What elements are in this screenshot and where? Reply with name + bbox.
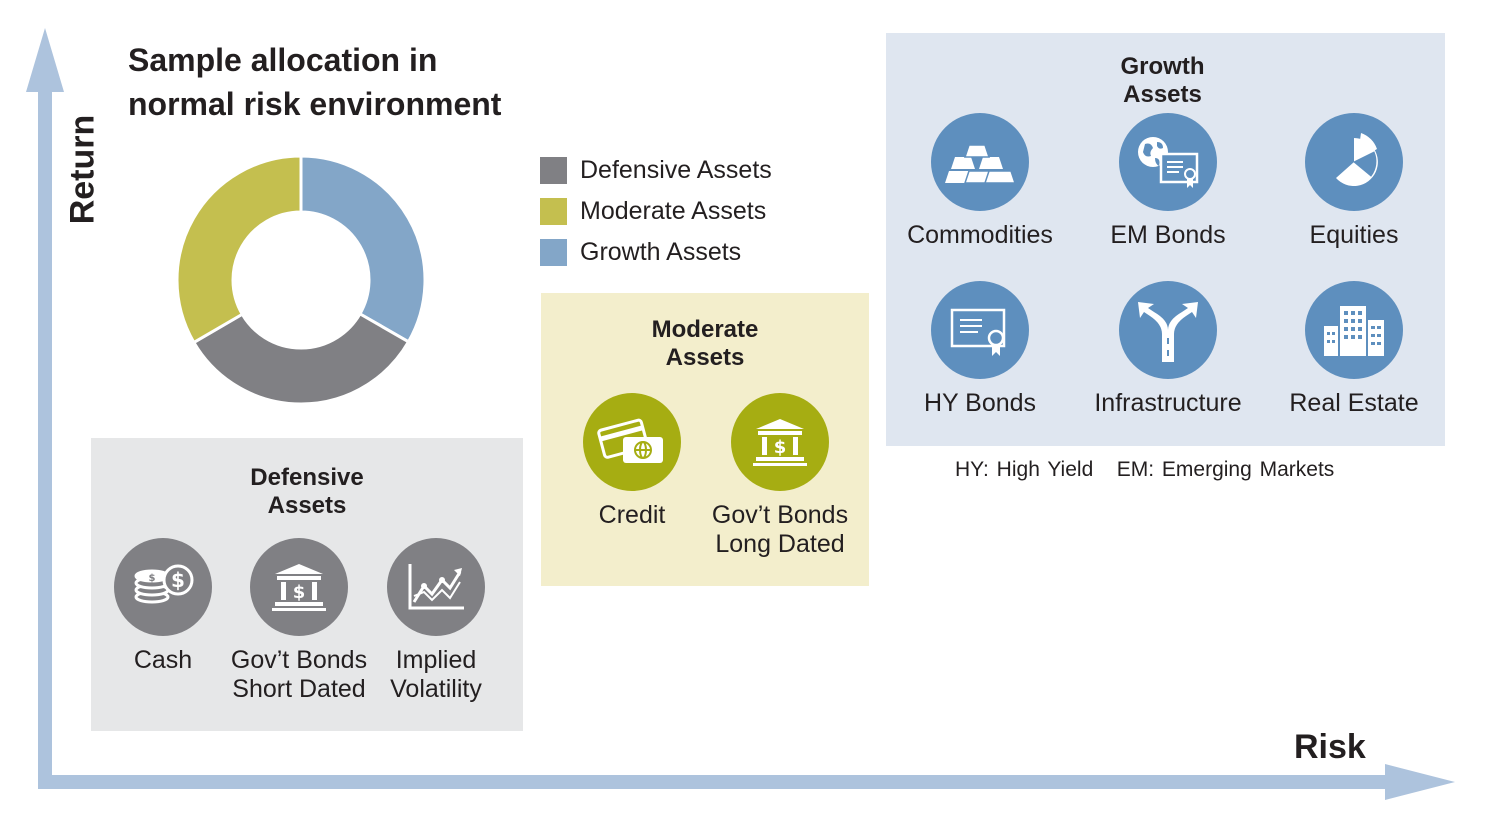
- gold-bars-icon: [931, 113, 1029, 211]
- globe-certificate-icon: [1119, 113, 1217, 211]
- y-axis-label: Return: [63, 114, 102, 225]
- defensive-box-title: Defensive Assets: [250, 464, 364, 519]
- title-line-2: normal risk environment: [128, 86, 502, 122]
- legend-item-growth: Growth Assets: [540, 232, 772, 273]
- y-axis-line: [38, 80, 52, 788]
- donut-slice-moderate-assets: [176, 155, 303, 345]
- legend-swatch-defensive: [540, 157, 567, 184]
- asset-infrastructure: Infrastructure: [1083, 281, 1253, 418]
- x-axis-line: [38, 775, 1398, 789]
- asset-label-infrastructure: Infrastructure: [1094, 389, 1242, 417]
- volatility-chart-icon: [387, 538, 485, 636]
- asset-govt-bonds-short: $ Gov’t Bonds Short Dated: [214, 538, 384, 704]
- buildings-icon: [1305, 281, 1403, 379]
- asset-commodities: Commodities: [895, 113, 1065, 250]
- bank-icon: $: [250, 538, 348, 636]
- growth-assets-box: Growth Assets Commodities: [886, 33, 1445, 446]
- asset-label-govt-bonds-long: Gov’t Bonds Long Dated: [711, 501, 849, 558]
- page-title: Sample allocation in normal risk environ…: [128, 38, 501, 126]
- asset-label-real-estate: Real Estate: [1289, 389, 1419, 417]
- asset-label-commodities: Commodities: [907, 221, 1053, 249]
- asset-label-implied-volatility: Implied Volatility: [390, 646, 482, 703]
- donut-slice-defensive-assets: [191, 311, 411, 405]
- x-axis-arrow: [1385, 764, 1455, 800]
- chart-legend: Defensive Assets Moderate Assets Growth …: [540, 150, 772, 273]
- road-fork-icon: [1119, 281, 1217, 379]
- asset-hy-bonds: HY Bonds: [895, 281, 1065, 418]
- asset-label-hy-bonds: HY Bonds: [923, 389, 1037, 417]
- allocation-donut-chart: [176, 155, 426, 405]
- pie-chart-icon: [1305, 113, 1403, 211]
- bank-icon: $: [731, 393, 829, 491]
- asset-equities: Equities: [1269, 113, 1439, 250]
- svg-text:$: $: [171, 568, 185, 592]
- legend-label-defensive: Defensive Assets: [580, 156, 772, 184]
- asset-label-em-bonds: EM Bonds: [1110, 221, 1226, 249]
- credit-card-icon: [583, 393, 681, 491]
- asset-em-bonds: EM Bonds: [1083, 113, 1253, 250]
- certificate-icon: [931, 281, 1029, 379]
- y-axis-arrow: [26, 28, 64, 92]
- asset-implied-volatility: Implied Volatility: [351, 538, 521, 704]
- asset-cash: $ $ Cash: [78, 538, 248, 675]
- asset-label-credit: Credit: [598, 501, 666, 529]
- moderate-assets-box: Moderate Assets Credit $: [541, 293, 869, 586]
- asset-real-estate: Real Estate: [1269, 281, 1439, 418]
- legend-label-growth: Growth Assets: [580, 238, 742, 266]
- asset-label-equities: Equities: [1309, 221, 1399, 249]
- defensive-assets-box: Defensive Assets $ $ Cash: [91, 438, 523, 731]
- donut-slice-growth-assets: [299, 155, 426, 344]
- asset-govt-bonds-long: $ Gov’t Bonds Long Dated: [695, 393, 865, 559]
- svg-text:$: $: [149, 573, 156, 584]
- asset-credit: Credit: [547, 393, 717, 530]
- legend-swatch-growth: [540, 239, 567, 266]
- asset-label-cash: Cash: [133, 646, 193, 674]
- legend-swatch-moderate: [540, 198, 567, 225]
- asset-label-govt-bonds-short: Gov’t Bonds Short Dated: [230, 646, 368, 703]
- x-axis-label: Risk: [1294, 728, 1366, 766]
- legend-item-defensive: Defensive Assets: [540, 150, 772, 191]
- svg-text:$: $: [293, 582, 306, 603]
- legend-item-moderate: Moderate Assets: [540, 191, 772, 232]
- legend-label-moderate: Moderate Assets: [580, 197, 767, 225]
- coins-icon: $ $: [114, 538, 212, 636]
- footnote: HY: High Yield EM: Emerging Markets: [955, 458, 1335, 481]
- title-line-1: Sample allocation in: [128, 42, 438, 78]
- moderate-box-title: Moderate Assets: [651, 316, 759, 371]
- svg-text:$: $: [774, 437, 787, 458]
- growth-box-title: Growth Assets: [1120, 53, 1205, 108]
